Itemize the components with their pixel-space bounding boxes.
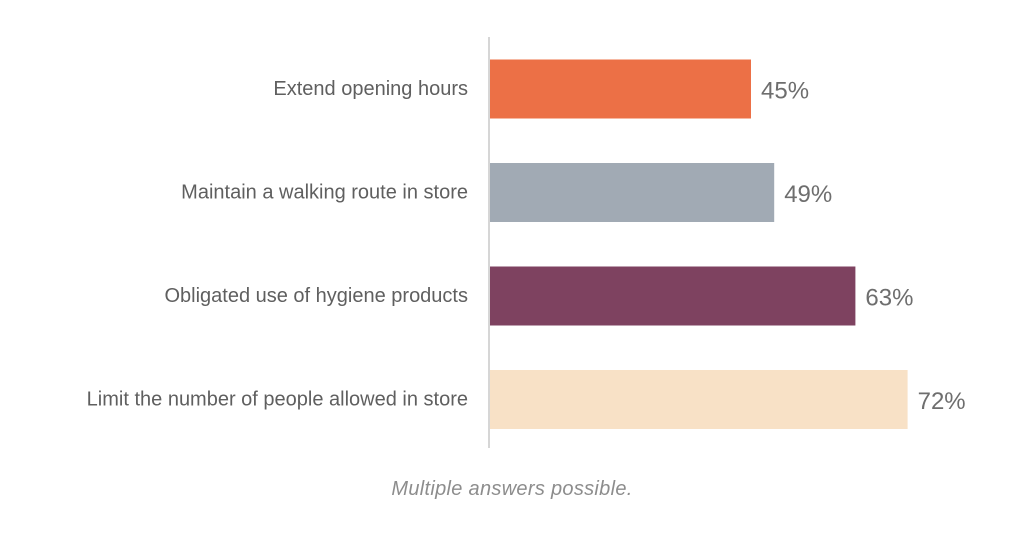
bars-group: Extend opening hours 45% Maintain a walkin… [87, 59, 966, 429]
value-label: 63% [865, 285, 913, 312]
category-label: Limit the number of people allowed in st… [87, 389, 468, 411]
bar [490, 370, 908, 429]
value-label: 49% [784, 181, 832, 208]
category-label: Obligated use of hygiene products [164, 285, 468, 307]
value-label: 72% [918, 388, 966, 415]
category-label: Maintain a walking route in store [181, 182, 468, 204]
value-label: 45% [761, 78, 809, 105]
footnote: Multiple answers possible. [391, 478, 633, 500]
bar [490, 163, 775, 222]
category-label: Extend opening hours [273, 78, 468, 100]
bar [490, 59, 751, 119]
bar [490, 266, 856, 326]
